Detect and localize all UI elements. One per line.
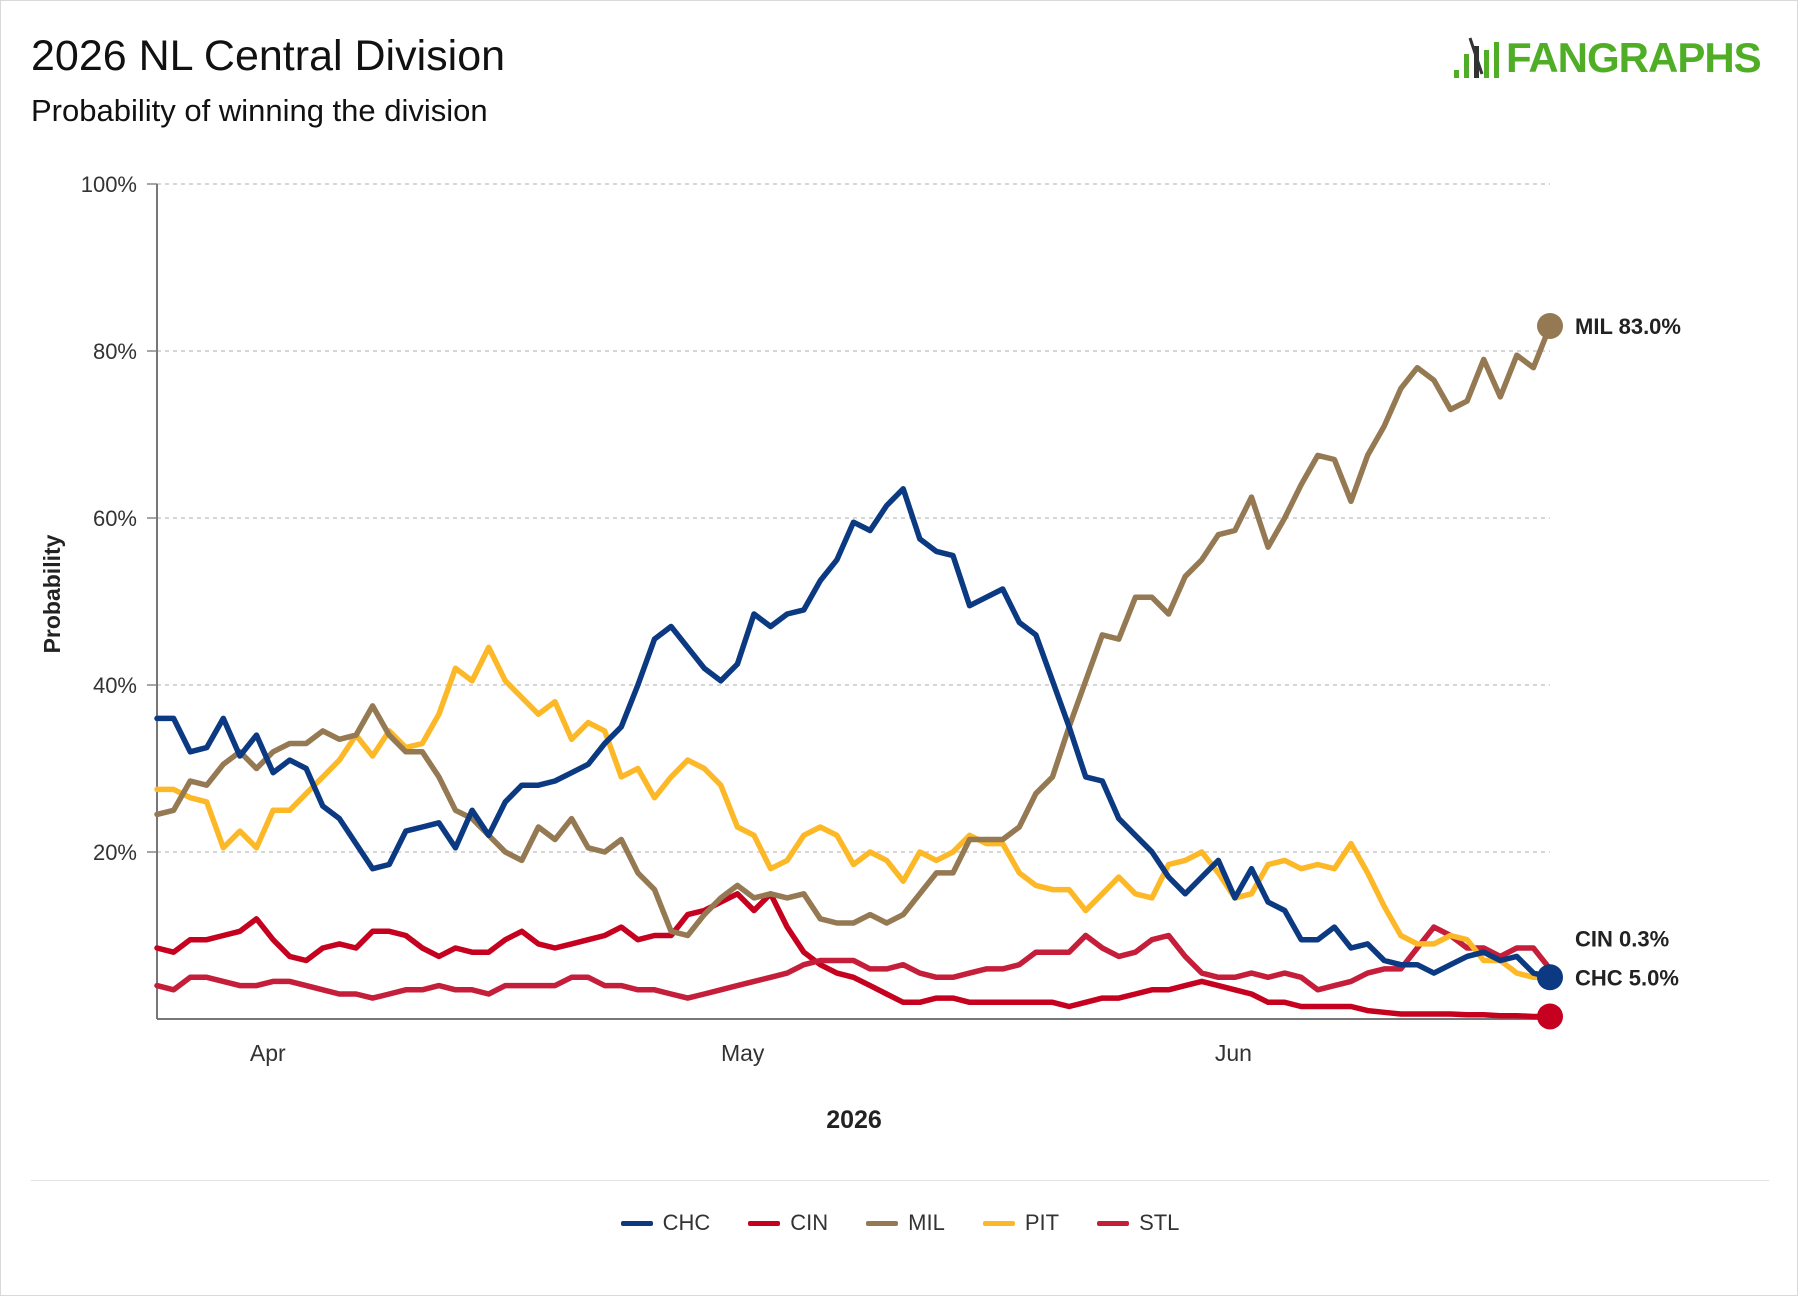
end-marker-cin	[1537, 1003, 1563, 1030]
legend-divider	[31, 1180, 1769, 1181]
fangraphs-logo: FANGRAPHS	[1452, 34, 1762, 84]
end-marker-mil	[1537, 312, 1563, 339]
series-line-chc	[154, 486, 1553, 981]
legend-swatch	[1097, 1220, 1130, 1226]
legend-item-chc[interactable]: CHC	[620, 1210, 711, 1236]
legend-swatch	[748, 1220, 781, 1226]
y-tick-label: 60%	[93, 506, 137, 531]
x-axis-label: 2026	[826, 1106, 882, 1134]
grid-lines: 100% 80% 60% 40% 20%	[81, 172, 1550, 865]
y-tick-label: 80%	[93, 339, 137, 364]
fangraphs-logo-icon	[1454, 37, 1499, 78]
legend-label: CHC	[662, 1210, 711, 1235]
y-tick-label: 20%	[93, 840, 137, 865]
x-tick-label: Apr	[250, 1040, 286, 1066]
legend-swatch	[866, 1220, 899, 1226]
series-line-pit	[154, 644, 1553, 981]
chart-subtitle: Probability of winning the division	[31, 93, 488, 128]
chart-legend: CHC CIN MIL PIT STL	[0, 1210, 1800, 1236]
legend-label: STL	[1139, 1210, 1180, 1235]
end-marker-chc	[1537, 964, 1563, 991]
legend-item-pit[interactable]: PIT	[982, 1210, 1060, 1236]
series-line-cin	[154, 891, 1553, 1020]
y-tick-label: 40%	[93, 673, 137, 698]
series-lines	[154, 323, 1553, 1020]
fangraphs-logo-text: FANGRAPHS	[1506, 34, 1762, 81]
legend-swatch	[620, 1220, 653, 1226]
end-label-chc: CHC 5.0%	[1575, 965, 1679, 990]
legend-label: CIN	[790, 1210, 829, 1235]
axes: Apr May Jun	[156, 184, 1550, 1066]
chart-title: 2026 NL Central Division	[31, 32, 506, 80]
x-tick-label: Jun	[1215, 1040, 1252, 1066]
legend-label: PIT	[1024, 1210, 1060, 1235]
y-axis-label: Probability	[39, 534, 65, 653]
legend-swatch	[982, 1220, 1015, 1226]
end-labels: CHC 5.0% CIN 0.3% MIL 83.0%	[1537, 312, 1681, 1030]
end-label-mil: MIL 83.0%	[1575, 314, 1681, 339]
series-line-stl	[154, 924, 1553, 1001]
x-tick-label: May	[721, 1040, 765, 1066]
legend-item-mil[interactable]: MIL	[866, 1210, 945, 1236]
y-tick-label: 100%	[81, 172, 137, 197]
series-line-mil	[154, 323, 1553, 939]
legend-label: MIL	[908, 1210, 945, 1235]
end-label-cin: CIN 0.3%	[1575, 926, 1669, 951]
legend-item-stl[interactable]: STL	[1097, 1210, 1179, 1236]
legend-item-cin[interactable]: CIN	[748, 1210, 828, 1236]
